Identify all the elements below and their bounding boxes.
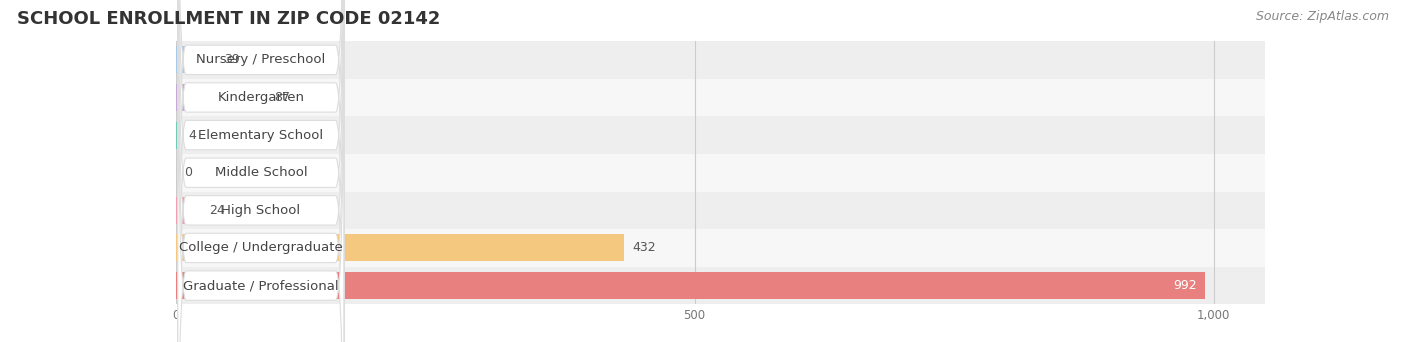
- Bar: [176, 41, 1265, 79]
- Text: Middle School: Middle School: [215, 166, 307, 179]
- Bar: [176, 229, 1265, 267]
- Text: Kindergarten: Kindergarten: [218, 91, 304, 104]
- Text: Graduate / Professional: Graduate / Professional: [183, 279, 339, 292]
- Bar: [176, 121, 180, 149]
- Text: 87: 87: [274, 91, 290, 104]
- FancyBboxPatch shape: [177, 0, 344, 342]
- Text: Source: ZipAtlas.com: Source: ZipAtlas.com: [1256, 10, 1389, 23]
- Text: 432: 432: [633, 241, 657, 254]
- Text: College / Undergraduate: College / Undergraduate: [179, 241, 343, 254]
- Text: SCHOOL ENROLLMENT IN ZIP CODE 02142: SCHOOL ENROLLMENT IN ZIP CODE 02142: [17, 10, 440, 28]
- Text: High School: High School: [221, 204, 301, 217]
- Bar: [176, 46, 217, 74]
- Bar: [176, 192, 1265, 229]
- Bar: [176, 197, 201, 224]
- Text: Nursery / Preschool: Nursery / Preschool: [197, 53, 325, 66]
- FancyBboxPatch shape: [177, 0, 344, 342]
- Bar: [176, 272, 1205, 299]
- Bar: [176, 267, 1265, 304]
- Bar: [176, 234, 624, 262]
- Bar: [176, 84, 266, 111]
- FancyBboxPatch shape: [177, 0, 344, 342]
- Text: 39: 39: [225, 53, 240, 66]
- Text: 4: 4: [188, 129, 195, 142]
- Bar: [176, 116, 1265, 154]
- Text: 0: 0: [184, 166, 193, 179]
- Text: 992: 992: [1173, 279, 1197, 292]
- FancyBboxPatch shape: [177, 0, 344, 342]
- Text: Elementary School: Elementary School: [198, 129, 323, 142]
- Text: 24: 24: [209, 204, 225, 217]
- Bar: [176, 79, 1265, 116]
- FancyBboxPatch shape: [177, 0, 344, 342]
- FancyBboxPatch shape: [177, 0, 344, 342]
- FancyBboxPatch shape: [177, 0, 344, 342]
- Bar: [176, 154, 1265, 192]
